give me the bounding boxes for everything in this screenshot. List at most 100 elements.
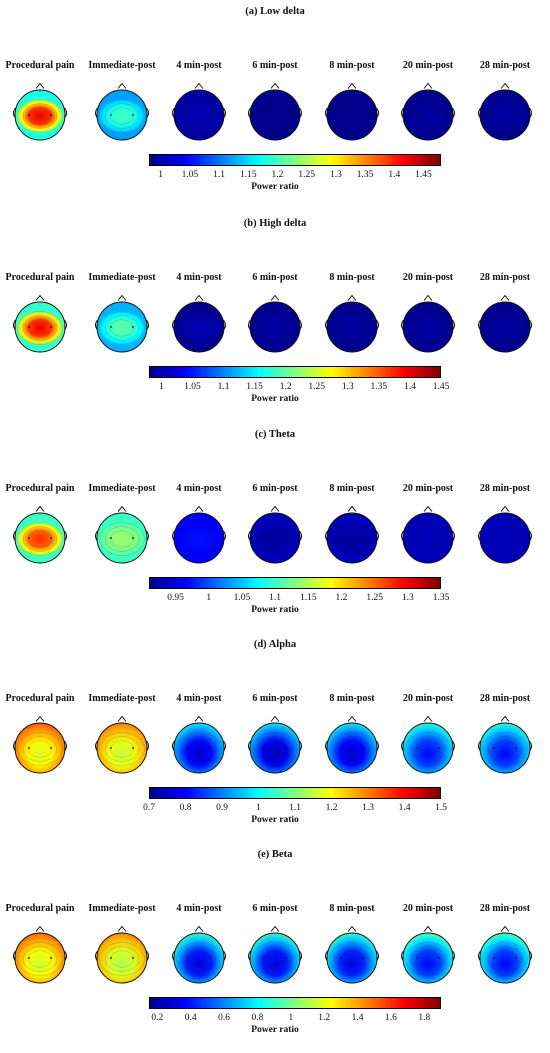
colorbar-tick-label: 1.45 [432, 382, 450, 392]
colorbar-tick-label: 1.35 [432, 593, 450, 603]
colorbar-tick-label: 1 [206, 593, 212, 603]
condition-label: 4 min-post [176, 272, 222, 283]
condition-label: 28 min-post [479, 60, 531, 71]
colorbar-tick-label: 1.2 [318, 1013, 331, 1023]
condition-label: 6 min-post [252, 483, 298, 494]
head-topomap [13, 82, 67, 141]
condition-label: 6 min-post [252, 272, 298, 283]
colorbar-tick-label: 1.05 [181, 170, 199, 180]
colorbar-tick-label: 1.05 [184, 382, 201, 392]
head-topomap [401, 505, 455, 564]
condition-label: 28 min-post [479, 483, 531, 494]
condition-label: 6 min-post [252, 903, 298, 914]
colorbar-tick-label: 1.2 [325, 803, 338, 813]
colorbar-tick-label: 0.6 [218, 1013, 231, 1023]
condition-label: 28 min-post [479, 903, 531, 914]
head-topomap [172, 294, 226, 353]
head-topomap [95, 505, 149, 564]
head-topomap [401, 82, 455, 141]
head-topomap [95, 82, 149, 141]
colorbar-tick-label: 1.3 [329, 170, 342, 180]
head-topomap [478, 715, 532, 774]
topomap-panel: (b) High delta Procedural pain Immediate-p… [0, 212, 550, 422]
condition-label: 4 min-post [176, 60, 222, 71]
colorbar-tick-label: 1.35 [356, 170, 374, 180]
head-topomap [325, 925, 379, 984]
head-topomap [13, 294, 67, 353]
colorbar [149, 787, 441, 799]
colorbar-tick-label: 1.05 [233, 593, 251, 603]
condition-label: 8 min-post [329, 60, 375, 71]
colorbar-tick-label: 0.7 [143, 803, 155, 813]
panel-title: (c) Theta [254, 429, 296, 440]
condition-label: 8 min-post [329, 483, 375, 494]
colorbar-tick-label: 1.4 [351, 1013, 364, 1023]
head-topomap [401, 925, 455, 984]
condition-label: 6 min-post [252, 60, 298, 71]
colorbar-tick-label: 1.35 [370, 382, 388, 392]
head-topomap [13, 505, 67, 564]
head-topomap [248, 82, 302, 141]
head-topomap [172, 715, 226, 774]
condition-label: 20 min-post [402, 272, 454, 283]
head-topomap [95, 715, 149, 774]
head-topomap [248, 925, 302, 984]
colorbar-tick-label: 1.5 [435, 803, 447, 813]
condition-label: 4 min-post [176, 693, 222, 704]
colorbar [149, 997, 441, 1009]
colorbar-tick-label: 1.25 [366, 593, 383, 603]
head-topomap [478, 505, 532, 564]
condition-label: Immediate-post [88, 903, 156, 914]
colorbar-label: Power ratio [251, 605, 299, 615]
colorbar [149, 577, 441, 589]
condition-label: Immediate-post [88, 483, 156, 494]
condition-label: Procedural pain [5, 272, 75, 283]
colorbar-tick-label: 1.8 [418, 1013, 431, 1023]
colorbar-tick-label: 0.95 [167, 593, 184, 603]
condition-label: Immediate-post [88, 693, 156, 704]
condition-label: Procedural pain [5, 693, 75, 704]
condition-label: 6 min-post [252, 693, 298, 704]
head-topomap [325, 505, 379, 564]
panel-title: (a) Low delta [245, 6, 305, 17]
colorbar-tick-label: 1.4 [403, 382, 416, 392]
colorbar-tick-label: 1.2 [271, 170, 284, 180]
colorbar-tick-label: 1.1 [217, 382, 230, 392]
head-topomap [172, 925, 226, 984]
colorbar-label: Power ratio [251, 1025, 299, 1035]
condition-label: 28 min-post [479, 272, 531, 283]
colorbar-tick-label: 1.6 [385, 1013, 397, 1023]
condition-label: 8 min-post [329, 903, 375, 914]
colorbar-tick-label: 0.9 [216, 803, 228, 813]
condition-label: Immediate-post [88, 272, 156, 283]
colorbar-tick-label: 1.15 [246, 382, 263, 392]
condition-label: 20 min-post [402, 60, 454, 71]
head-topomap [248, 715, 302, 774]
condition-label: Immediate-post [88, 60, 156, 71]
colorbar-tick-label: 1 [256, 803, 261, 813]
colorbar-tick-label: 1.15 [239, 170, 257, 180]
condition-label: 20 min-post [402, 483, 454, 494]
panel-title: (b) High delta [243, 218, 307, 229]
colorbar-label: Power ratio [251, 394, 299, 404]
colorbar-tick-label: 0.2 [151, 1013, 164, 1023]
condition-label: 4 min-post [176, 483, 222, 494]
head-topomap [248, 294, 302, 353]
colorbar-label: Power ratio [251, 815, 299, 825]
condition-label: Procedural pain [5, 903, 75, 914]
head-topomap [478, 294, 532, 353]
colorbar-tick-label: 1.2 [279, 382, 292, 392]
topomap-panel: (c) Theta Procedural pain Immediate-post 4 … [0, 423, 550, 633]
colorbar-tick-label: 1 [159, 382, 164, 392]
colorbar-tick-label: 1.1 [213, 170, 226, 180]
head-topomap [325, 715, 379, 774]
head-topomap [13, 925, 67, 984]
colorbar-tick-label: 1.15 [299, 593, 317, 603]
colorbar-tick-label: 1.1 [269, 593, 282, 603]
colorbar-tick-label: 0.4 [184, 1013, 197, 1023]
colorbar-tick-label: 1.25 [298, 170, 315, 180]
head-topomap [248, 505, 302, 564]
colorbar-tick-label: 1.4 [388, 170, 401, 180]
condition-label: 20 min-post [402, 903, 454, 914]
colorbar-tick-label: 1.3 [362, 803, 374, 813]
